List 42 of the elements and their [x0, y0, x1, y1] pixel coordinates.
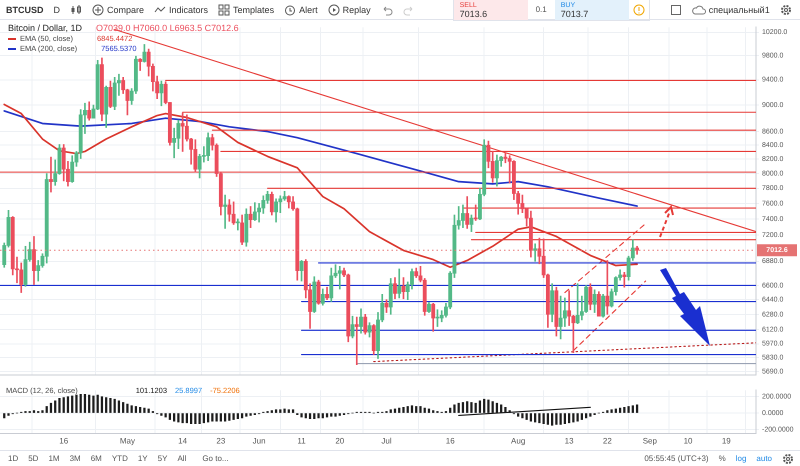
- text: Indicators: [168, 4, 208, 16]
- x-tick-label: 22: [602, 436, 612, 446]
- x-tick-label: 14: [178, 436, 188, 446]
- text: 5D: [28, 454, 38, 463]
- x-tick-label: 16: [59, 436, 69, 446]
- text: auto: [756, 454, 772, 463]
- x-tick-label: Aug: [511, 436, 526, 446]
- chart-title: Bitcoin / Dollar, 1D: [8, 23, 82, 33]
- x-tick-label: 23: [216, 436, 226, 446]
- text: 05:55:45 (UTC+3): [644, 454, 709, 463]
- x-tick-label: 11: [297, 436, 306, 446]
- text: 0.1: [534, 4, 548, 16]
- x-tick-label: May: [120, 436, 135, 446]
- text: 1D: [8, 454, 18, 463]
- text: 7013.7: [560, 8, 590, 18]
- text: 6M: [90, 454, 102, 463]
- text: %: [718, 454, 726, 463]
- text: Compare: [106, 4, 144, 16]
- text: 5Y: [158, 454, 168, 463]
- text: D: [54, 4, 60, 14]
- text: Templates: [232, 4, 274, 16]
- x-tick-label: 19: [722, 436, 732, 446]
- x-tick-label: Sep: [642, 436, 658, 446]
- x-tick-label: 10: [684, 436, 694, 446]
- x-tick-label: Jun: [252, 436, 266, 446]
- text: 7013.6: [460, 8, 488, 18]
- text: BTCUSD: [6, 4, 44, 14]
- text: Go to...: [202, 454, 229, 463]
- x-tick-label: Jul: [381, 436, 392, 446]
- text: Replay: [342, 4, 371, 16]
- chart-subtitle: O7039.0 H7060.0 L6963.5 C7012.6: [96, 23, 239, 33]
- text: YTD: [112, 454, 128, 463]
- text: 1Y: [138, 454, 148, 463]
- text: All: [177, 454, 186, 463]
- text: log: [736, 454, 746, 463]
- text: Alert: [298, 4, 318, 16]
- text: 3M: [70, 454, 81, 463]
- x-tick-label: 20: [335, 436, 345, 446]
- text: 1M: [48, 454, 60, 463]
- x-tick-label: 13: [564, 436, 574, 446]
- x-tick-label: 16: [446, 436, 456, 446]
- text: специальный1: [708, 4, 770, 16]
